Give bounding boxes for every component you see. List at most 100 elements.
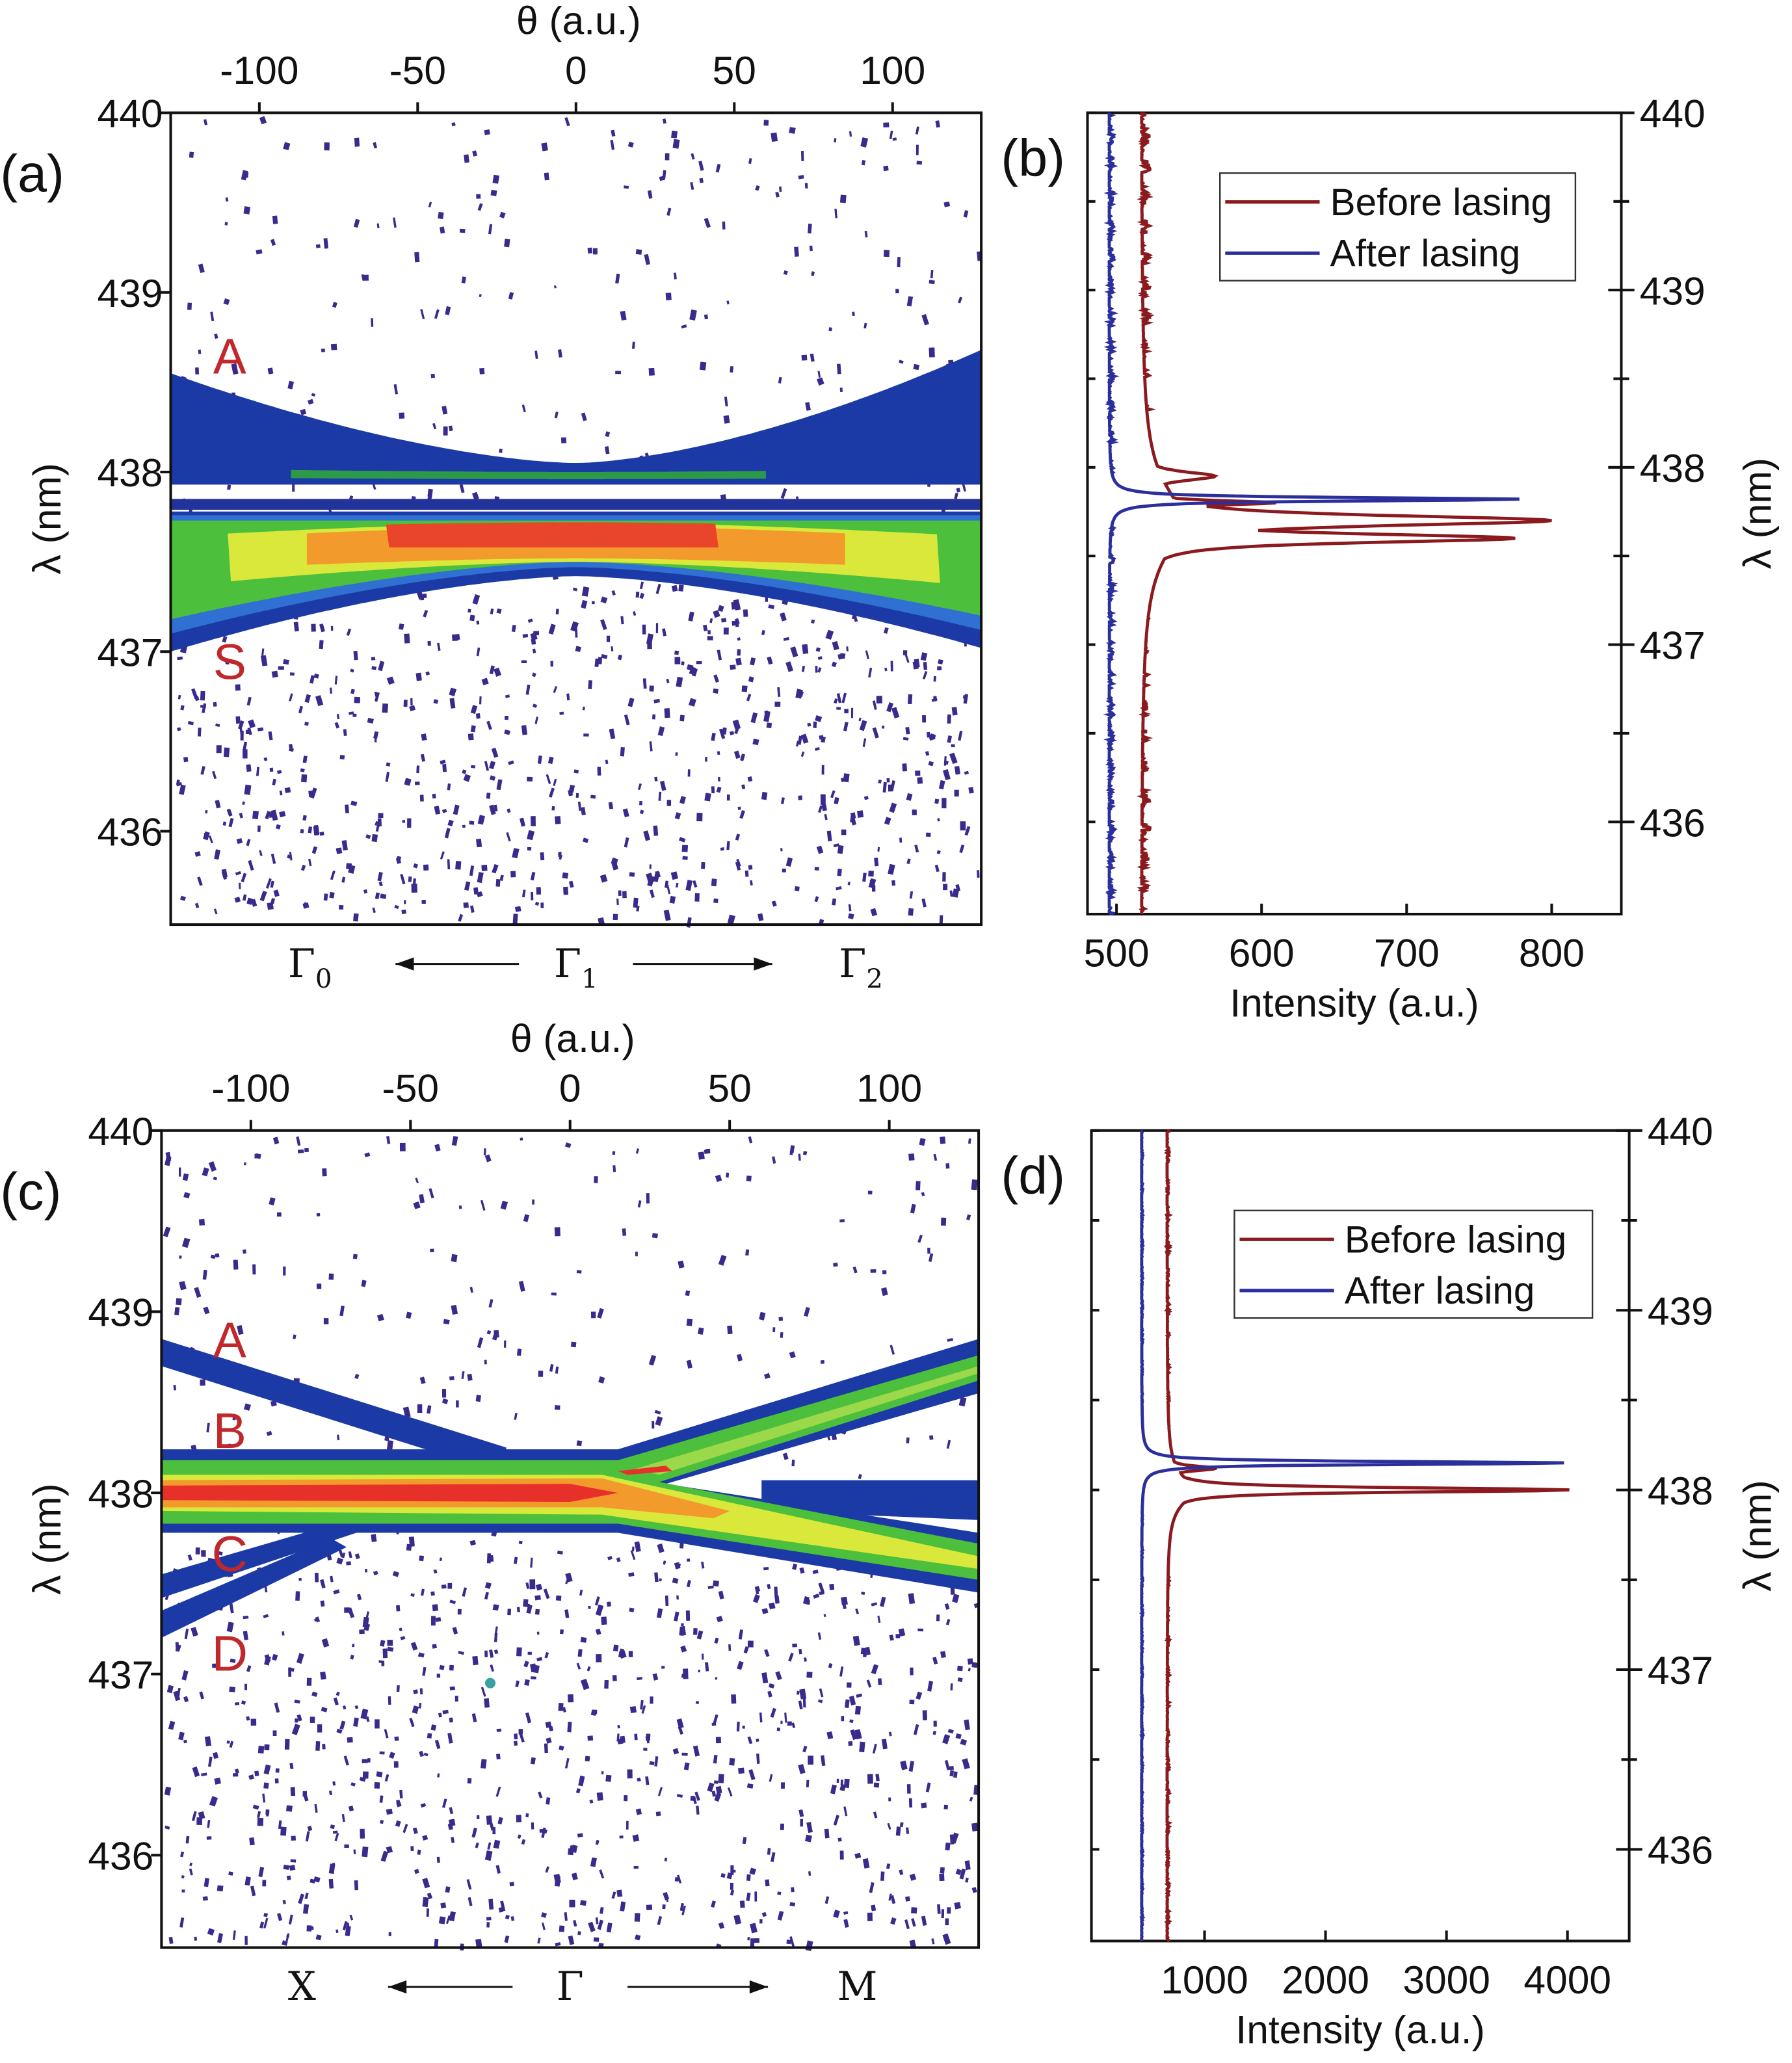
noise-speck [534, 1609, 540, 1615]
noise-speck [616, 1557, 621, 1562]
noise-speck [486, 1330, 492, 1335]
noise-speck [713, 1780, 718, 1784]
noise-speck [447, 819, 454, 827]
noise-speck [611, 1891, 616, 1899]
noise-speck [226, 1622, 234, 1633]
noise-speck [713, 610, 720, 618]
noise-speck [297, 1149, 304, 1153]
noise-speck [323, 1318, 329, 1324]
noise-speck [540, 902, 544, 908]
noise-speck [235, 716, 241, 724]
noise-speck [494, 1649, 499, 1655]
noise-speck [363, 1623, 371, 1631]
noise-speck [344, 1844, 349, 1848]
noise-speck [538, 1791, 543, 1799]
noise-speck [862, 873, 867, 882]
noise-speck [754, 1891, 758, 1902]
noise-speck [957, 1677, 963, 1683]
noise-speck [656, 1608, 663, 1618]
noise-speck [613, 1644, 619, 1651]
noise-speck [811, 619, 815, 624]
noise-speck [806, 1822, 813, 1833]
noise-speck [227, 484, 231, 490]
noise-speck [419, 1652, 425, 1658]
noise-speck [522, 633, 529, 638]
noise-speck [841, 1716, 845, 1722]
noise-speck [427, 1892, 433, 1900]
noise-speck [322, 1744, 326, 1750]
noise-speck [968, 787, 974, 794]
noise-speck [484, 1592, 489, 1600]
noise-speck [886, 702, 894, 713]
noise-speck [449, 687, 457, 696]
noise-speck [685, 1290, 691, 1296]
noise-speck [198, 728, 202, 737]
noise-speck [262, 1793, 266, 1803]
noise-speck [635, 1252, 638, 1257]
noise-speck [525, 1712, 532, 1724]
noise-speck [927, 1248, 930, 1254]
noise-speck [573, 1920, 577, 1927]
noise-speck [698, 1151, 705, 1160]
noise-speck [674, 650, 679, 655]
noise-speck [447, 1583, 453, 1589]
noise-speck [715, 163, 721, 173]
noise-speck [787, 1721, 792, 1726]
noise-speck [254, 1770, 259, 1776]
noise-speck [819, 1688, 824, 1698]
noise-speck [634, 1541, 641, 1553]
panel-d: 1000 2000 3000 4000436437438439440Intensity… [1001, 1109, 1779, 2052]
noise-speck [785, 857, 793, 867]
noise-speck [779, 186, 782, 192]
noise-speck [284, 787, 291, 793]
intensity-band [161, 1484, 618, 1503]
noise-speck [386, 1846, 393, 1854]
noise-speck [400, 873, 406, 885]
noise-speck [469, 614, 475, 622]
noise-speck [311, 393, 316, 397]
noise-speck [649, 685, 654, 692]
noise-speck [181, 1670, 189, 1681]
noise-speck [727, 1325, 733, 1335]
noise-speck [769, 1774, 773, 1782]
noise-speck [717, 751, 720, 756]
noise-speck [620, 1735, 626, 1744]
noise-speck [374, 691, 378, 697]
noise-speck [459, 484, 465, 493]
noise-speck [821, 765, 824, 775]
noise-speck [484, 1582, 492, 1590]
noise-speck [189, 151, 194, 158]
noise-speck [523, 1661, 529, 1668]
noise-speck [388, 1696, 391, 1705]
noise-speck [497, 1817, 503, 1825]
noise-speck [259, 890, 267, 902]
noise-speck [624, 837, 629, 848]
noise-speck [743, 1646, 749, 1654]
noise-speck [296, 1136, 301, 1146]
noise-speck [440, 851, 445, 860]
noise-speck [575, 1788, 581, 1794]
noise-speck [353, 1717, 359, 1727]
noise-speck [932, 1657, 938, 1665]
noise-speck [422, 1835, 428, 1841]
noise-speck [270, 809, 278, 821]
noise-speck [246, 839, 251, 847]
noise-speck [229, 1603, 234, 1614]
noise-speck [808, 1755, 814, 1765]
noise-speck [922, 715, 927, 723]
noise-speck [198, 263, 205, 273]
noise-speck [278, 1820, 282, 1830]
noise-speck [837, 845, 844, 854]
plot-frame [1090, 1129, 1631, 1943]
noise-speck [516, 1647, 522, 1657]
noise-speck [657, 1787, 663, 1796]
noise-speck [641, 1705, 646, 1714]
noise-speck [726, 1172, 730, 1178]
x-axis-title: θ (a.u.) [516, 0, 641, 42]
noise-speck [643, 830, 651, 841]
noise-speck [597, 767, 601, 776]
noise-speck [559, 1925, 565, 1932]
noise-speck [882, 1270, 887, 1274]
noise-speck [897, 257, 901, 268]
noise-speck [678, 837, 686, 843]
